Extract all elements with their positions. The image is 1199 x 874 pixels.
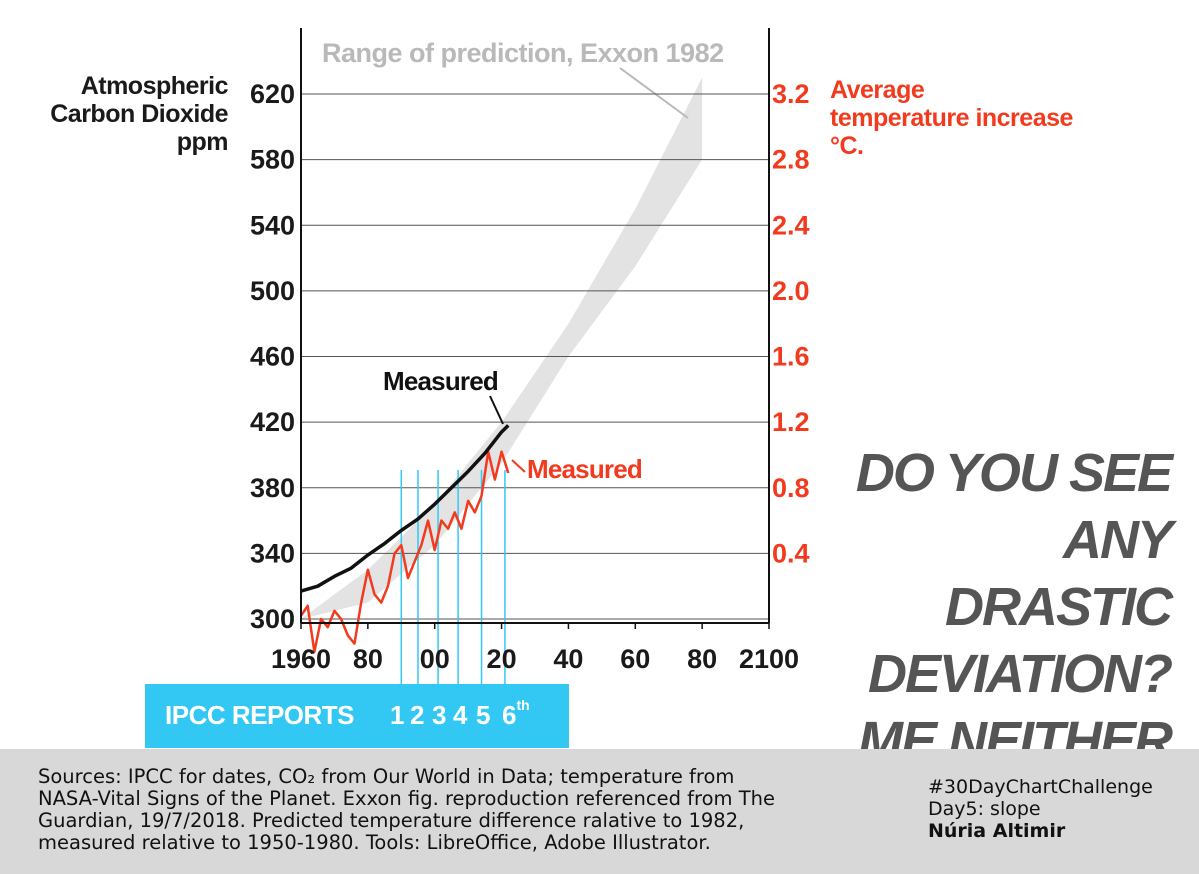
y-right-tick-label: 2.0 (772, 276, 810, 306)
ipcc-report-number: 1 (390, 700, 405, 730)
y-right-axis-label: Average temperature increase °C. (830, 76, 1073, 160)
y-left-tick-label: 620 (250, 79, 295, 109)
y-right-tick-label: 0.4 (772, 538, 810, 568)
y-left-ticks: 300 340 380 420 460 500 540 580 620 (250, 79, 295, 634)
x-tick-label: 80 (687, 644, 717, 674)
gridlines (301, 93, 769, 620)
sources-text: Sources: IPCC for dates, CO₂ from Our Wo… (38, 766, 838, 854)
y-right-tick-label: 2.4 (772, 210, 810, 240)
y-right-tick-label: 1.6 (772, 342, 810, 372)
x-tick-label: 20 (487, 644, 517, 674)
sources-line: NASA-Vital Signs of the Planet. Exxon fi… (38, 787, 775, 810)
footer (0, 749, 1199, 874)
author: Núria Altimir (928, 820, 1066, 842)
sources-line: Guardian, 19/7/2018. Predicted temperatu… (38, 809, 745, 832)
ipcc-report-number-6: 6th (502, 697, 530, 731)
y-left-tick-label: 340 (250, 538, 295, 568)
temperature-callout-leader (511, 459, 526, 473)
ipcc-report-number: 3 (432, 700, 447, 730)
y-right-ticks: 0.4 0.8 1.2 1.6 2.0 2.4 2.8 3.2 (772, 79, 810, 568)
y-left-label-line: Carbon Dioxide (50, 100, 228, 128)
y-left-tick-label: 420 (250, 407, 295, 437)
ipcc-report-number: 6 (502, 700, 517, 730)
ipcc-title: IPCC REPORTS (165, 700, 355, 730)
sources-line: Sources: IPCC for dates, CO₂ from Our Wo… (38, 765, 735, 788)
x-tick-label: 60 (620, 644, 650, 674)
prediction-band-leader (619, 67, 689, 119)
y-right-label-line: temperature increase (830, 104, 1073, 132)
slogan-line: DRASTIC (945, 577, 1173, 637)
ipcc-report-number: 2 (410, 700, 425, 730)
y-right-tick-label: 3.2 (772, 79, 810, 109)
challenge-day: Day5: slope (928, 798, 1041, 820)
prediction-band (301, 77, 703, 619)
y-left-tick-label: 500 (250, 276, 295, 306)
y-right-tick-label: 1.2 (772, 407, 810, 437)
x-tick-label: 00 (420, 644, 450, 674)
y-left-axis-label: Atmospheric Carbon Dioxide ppm (50, 72, 228, 156)
sources-line: measured relative to 1950-1980. Tools: L… (38, 831, 711, 854)
prediction-band-label: Range of prediction, Exxon 1982 (322, 38, 724, 68)
ipcc-report-lines (400, 470, 506, 688)
y-left-tick-label: 380 (250, 473, 295, 503)
ipcc-report-number: 4 (453, 700, 468, 730)
signature: #30DayChartChallenge Day5: slope Núria A… (928, 776, 1153, 842)
y-right-label-line: Average (830, 76, 925, 104)
ipcc-reports-bar: IPCC REPORTS 1 2 3 4 5 6th (145, 684, 569, 748)
hashtag: #30DayChartChallenge (928, 776, 1153, 798)
slogan-line: DEVIATION? (868, 644, 1173, 704)
y-right-tick-label: 2.8 (772, 145, 810, 175)
series-layer (299, 395, 526, 654)
y-left-tick-label: 540 (250, 210, 295, 240)
y-right-label-line: °C. (830, 132, 864, 160)
x-axis-ticks: 1960 80 00 20 40 60 80 2100 (271, 623, 799, 674)
x-tick-label: 80 (353, 644, 383, 674)
co2-callout-leader (489, 395, 504, 425)
y-right-tick-label: 0.8 (772, 473, 810, 503)
y-left-tick-label: 580 (250, 145, 295, 175)
slogan: DO YOU SEE ANY DRASTIC DEVIATION? ME NEI… (791, 440, 1173, 775)
ipcc-ordinal-suffix: th (516, 697, 530, 714)
y-left-tick-label: 460 (250, 342, 295, 372)
temperature-measured-line (299, 450, 510, 654)
co2-measured-line (300, 424, 510, 593)
x-tick-label: 2100 (739, 644, 799, 674)
slogan-line: DO YOU SEE (855, 443, 1173, 503)
y-left-label-line: Atmospheric (80, 72, 229, 100)
ipcc-report-number: 5 (476, 700, 491, 730)
prediction-band-layer (301, 67, 703, 619)
x-tick-label: 1960 (271, 644, 331, 674)
y-left-label-line: ppm (176, 128, 229, 156)
temperature-measured-label: Measured (527, 454, 643, 484)
co2-measured-label: Measured (383, 366, 499, 396)
plot-frame (300, 28, 770, 624)
x-tick-label: 40 (553, 644, 583, 674)
slogan-line: ANY (1062, 510, 1173, 570)
y-left-tick-label: 300 (250, 604, 295, 634)
